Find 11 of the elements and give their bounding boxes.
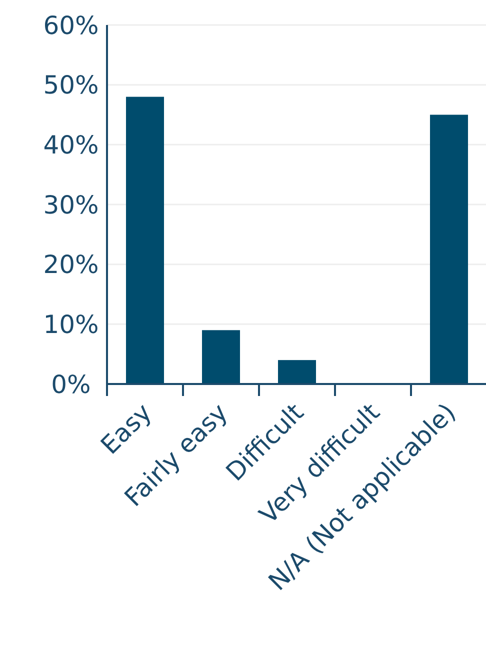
y-tick-label: 50%	[43, 70, 99, 100]
y-tick-label: 30%	[43, 190, 99, 220]
y-tick-label: 10%	[43, 310, 99, 339]
y-tick-label: 60%	[43, 10, 99, 40]
y-tick-label: 0%	[51, 370, 91, 399]
y-tick-label: 20%	[43, 250, 99, 280]
bar	[202, 330, 240, 384]
bar	[430, 114, 468, 384]
bar	[278, 360, 316, 384]
y-tick-label: 40%	[43, 130, 99, 160]
bar	[126, 96, 164, 384]
